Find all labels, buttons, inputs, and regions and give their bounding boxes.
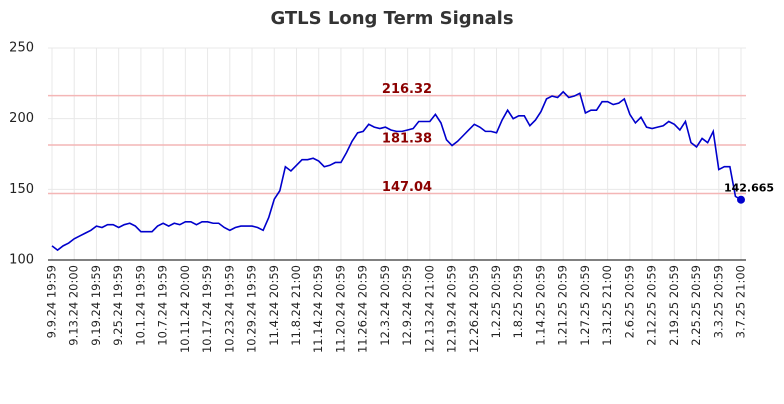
x-tick-label: 11.26.24 20:59 [356, 265, 370, 353]
x-tick-label: 10.7.24 19:59 [156, 265, 170, 346]
reference-label: 216.32 [382, 82, 432, 97]
y-tick-label: 200 [9, 111, 34, 126]
x-tick-label: 12.19.24 20:59 [445, 265, 459, 353]
x-tick-label: 10.17.24 19:59 [200, 265, 214, 353]
reference-label: 181.38 [382, 131, 432, 146]
x-tick-label: 9.25.24 19:59 [111, 265, 125, 346]
x-tick-label: 10.29.24 19:59 [245, 265, 259, 353]
x-tick-label: 3.7.25 21:00 [734, 265, 748, 338]
x-tick-label: 1.8.25 20:59 [511, 265, 525, 338]
x-tick-label: 11.4.24 20:59 [267, 265, 281, 346]
x-tick-label: 1.21.25 20:59 [556, 265, 570, 346]
x-tick-label: 9.9.24 19:59 [45, 265, 59, 338]
x-tick-label: 2.19.25 20:59 [667, 265, 681, 346]
x-tick-label: 2.6.25 20:59 [622, 265, 636, 338]
x-tick-label: 1.14.25 20:59 [533, 265, 547, 346]
y-tick-label: 150 [9, 182, 34, 197]
x-tick-label: 12.9.24 20:59 [400, 265, 414, 346]
x-tick-label: 10.11.24 20:00 [178, 265, 192, 353]
last-point [737, 195, 745, 204]
y-tick-label: 100 [9, 253, 34, 268]
x-tick-label: 12.26.24 20:59 [467, 265, 481, 353]
x-tick-label: 3.3.25 20:59 [711, 265, 725, 338]
x-tick-label: 11.20.24 20:59 [333, 265, 347, 353]
x-tick-label: 9.13.24 20:00 [67, 265, 81, 346]
x-tick-label: 1.31.25 21:00 [600, 265, 614, 346]
x-tick-label: 12.3.24 20:59 [378, 265, 392, 346]
x-tick-label: 11.14.24 20:59 [311, 265, 325, 353]
line [51, 90, 742, 252]
y-tick-label: 250 [9, 41, 34, 56]
x-tick-label: 2.12.25 20:59 [645, 265, 659, 346]
x-tick-label: 1.2.25 20:59 [489, 265, 503, 338]
x-tick-label: 2.25.25 20:59 [689, 265, 703, 346]
reference-label: 147.04 [382, 180, 432, 195]
last-value-label: 142.665 [724, 182, 774, 195]
x-tick-label: 9.19.24 19:59 [89, 265, 103, 346]
chart-title: GTLS Long Term Signals [270, 8, 513, 29]
x-tick-label: 10.23.24 19:59 [222, 265, 236, 353]
x-tick-label: 11.8.24 21:00 [289, 265, 303, 346]
x-tick-label: 10.1.24 19:59 [133, 265, 147, 346]
x-tick-label: 1.27.25 20:59 [578, 265, 592, 346]
x-tick-label: 12.13.24 21:00 [422, 265, 436, 353]
